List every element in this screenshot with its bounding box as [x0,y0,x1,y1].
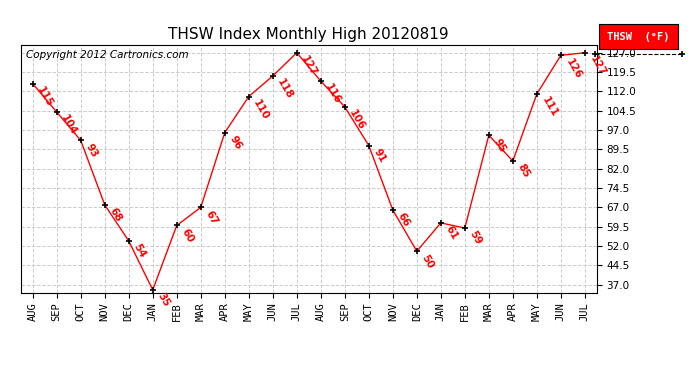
Text: 54: 54 [132,242,148,260]
Text: 110: 110 [252,98,271,122]
Text: 127: 127 [299,54,319,78]
Text: 118: 118 [275,77,295,101]
Text: 59: 59 [468,230,484,247]
Text: 50: 50 [420,253,435,270]
Text: 67: 67 [204,209,219,226]
Text: 85: 85 [515,162,531,180]
Text: 96: 96 [228,134,244,152]
Text: 127: 127 [588,54,607,78]
Text: 116: 116 [324,82,343,106]
Text: 93: 93 [83,142,99,159]
Text: 61: 61 [444,224,460,242]
Text: 60: 60 [179,227,195,244]
Text: 106: 106 [348,108,367,132]
Text: 111: 111 [540,95,559,119]
Text: 35: 35 [155,291,171,309]
Text: THSW  (°F): THSW (°F) [607,32,670,42]
Text: 68: 68 [108,206,124,224]
Text: Copyright 2012 Cartronics.com: Copyright 2012 Cartronics.com [26,50,189,60]
Text: 95: 95 [491,136,507,154]
Text: 126: 126 [564,57,583,81]
Text: 115: 115 [35,85,55,109]
Text: 66: 66 [395,211,411,229]
Title: THSW Index Monthly High 20120819: THSW Index Monthly High 20120819 [168,27,449,42]
Text: 104: 104 [59,113,79,137]
Text: 91: 91 [372,147,387,164]
